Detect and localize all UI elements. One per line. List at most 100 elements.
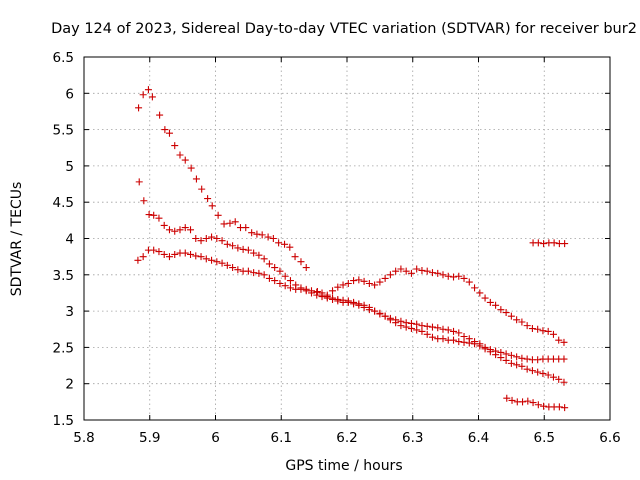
- data-point: [181, 224, 189, 232]
- data-point: [350, 277, 358, 285]
- data-point: [286, 243, 294, 251]
- grid-lines: [84, 57, 610, 420]
- y-tick-label: 2: [65, 377, 74, 393]
- data-point: [218, 237, 226, 245]
- data-point: [549, 373, 557, 381]
- data-point: [460, 338, 468, 346]
- data-point: [265, 260, 273, 268]
- data-point: [407, 325, 415, 333]
- data-point: [423, 267, 431, 275]
- data-point: [134, 256, 142, 264]
- data-point: [413, 265, 421, 273]
- data-point: [434, 269, 442, 277]
- data-point: [550, 239, 558, 247]
- data-point: [297, 258, 305, 266]
- data-point: [160, 250, 168, 258]
- data-point: [150, 211, 158, 219]
- data-point: [560, 338, 568, 346]
- data-point: [255, 269, 263, 277]
- y-tick-label: 3.5: [53, 268, 74, 284]
- data-point: [360, 303, 368, 311]
- data-point: [355, 276, 363, 284]
- data-point: [192, 252, 200, 260]
- data-point: [481, 294, 489, 302]
- data-point: [286, 284, 294, 292]
- data-point: [497, 354, 505, 362]
- data-point: [560, 378, 568, 386]
- data-point: [144, 86, 152, 94]
- data-point: [181, 249, 189, 257]
- data-point: [450, 273, 458, 281]
- x-tick-label: 6.1: [271, 430, 292, 446]
- data-point: [439, 325, 447, 333]
- data-point: [250, 269, 258, 277]
- data-point: [165, 129, 173, 137]
- data-point: [371, 307, 379, 315]
- data-point: [135, 104, 143, 112]
- x-tick-label: 5.8: [73, 430, 94, 446]
- y-tick-label: 1.5: [53, 413, 74, 429]
- data-point: [255, 251, 263, 259]
- data-point: [381, 312, 389, 320]
- data-point: [519, 398, 527, 406]
- data-point: [434, 324, 442, 332]
- data-point: [192, 175, 200, 183]
- series-track-3: [134, 246, 568, 386]
- data-point: [135, 178, 143, 186]
- data-point: [523, 365, 531, 373]
- data-point: [418, 266, 426, 274]
- data-point: [507, 351, 515, 359]
- data-point: [213, 235, 221, 242]
- x-tick-label: 6.5: [534, 430, 555, 446]
- data-point: [208, 233, 216, 241]
- data-point: [155, 214, 163, 222]
- data-point: [208, 202, 216, 210]
- data-point: [555, 336, 563, 344]
- data-point: [355, 301, 363, 309]
- data-point: [323, 291, 331, 299]
- data-point: [202, 255, 210, 263]
- data-point: [275, 239, 283, 247]
- data-point: [291, 253, 299, 261]
- data-point: [244, 267, 252, 275]
- x-tick-label: 6: [211, 430, 220, 446]
- y-tick-label: 6: [65, 86, 74, 102]
- data-point: [528, 325, 536, 333]
- data-point: [265, 274, 273, 282]
- data-point: [423, 330, 431, 338]
- data-point: [386, 316, 394, 324]
- data-point: [555, 403, 563, 411]
- data-point: [264, 233, 272, 241]
- data-point: [534, 356, 542, 364]
- data-point: [339, 281, 347, 289]
- data-point: [460, 274, 468, 282]
- x-axis-label: GPS time / hours: [285, 458, 402, 474]
- axis-ticks: 5.8 5.9 6 6.1 6.2 6.3 6.4 6.5 6.6 1.5 2 2.5 3 3.5 4 4.5…: [53, 50, 621, 446]
- data-point: [250, 249, 258, 257]
- data-point: [281, 240, 289, 248]
- data-point: [392, 319, 400, 327]
- series-track-5: [503, 394, 569, 412]
- data-point: [329, 295, 337, 303]
- data-point: [139, 253, 147, 261]
- data-point: [534, 239, 542, 247]
- data-point: [260, 271, 268, 279]
- data-point: [253, 230, 261, 238]
- data-point: [402, 323, 410, 331]
- data-point: [192, 235, 200, 242]
- data-point: [344, 280, 352, 288]
- data-point: [198, 185, 206, 193]
- data-point: [302, 264, 310, 272]
- data-point: [561, 240, 569, 248]
- data-point: [208, 256, 216, 264]
- data-point: [450, 327, 458, 335]
- x-tick-label: 6.3: [402, 430, 423, 446]
- data-point: [513, 353, 521, 361]
- data-point: [156, 111, 164, 119]
- data-point: [497, 306, 505, 314]
- data-point: [155, 248, 163, 256]
- data-point: [507, 359, 515, 367]
- data-point: [513, 361, 521, 369]
- data-point: [540, 402, 548, 410]
- data-point: [365, 280, 373, 288]
